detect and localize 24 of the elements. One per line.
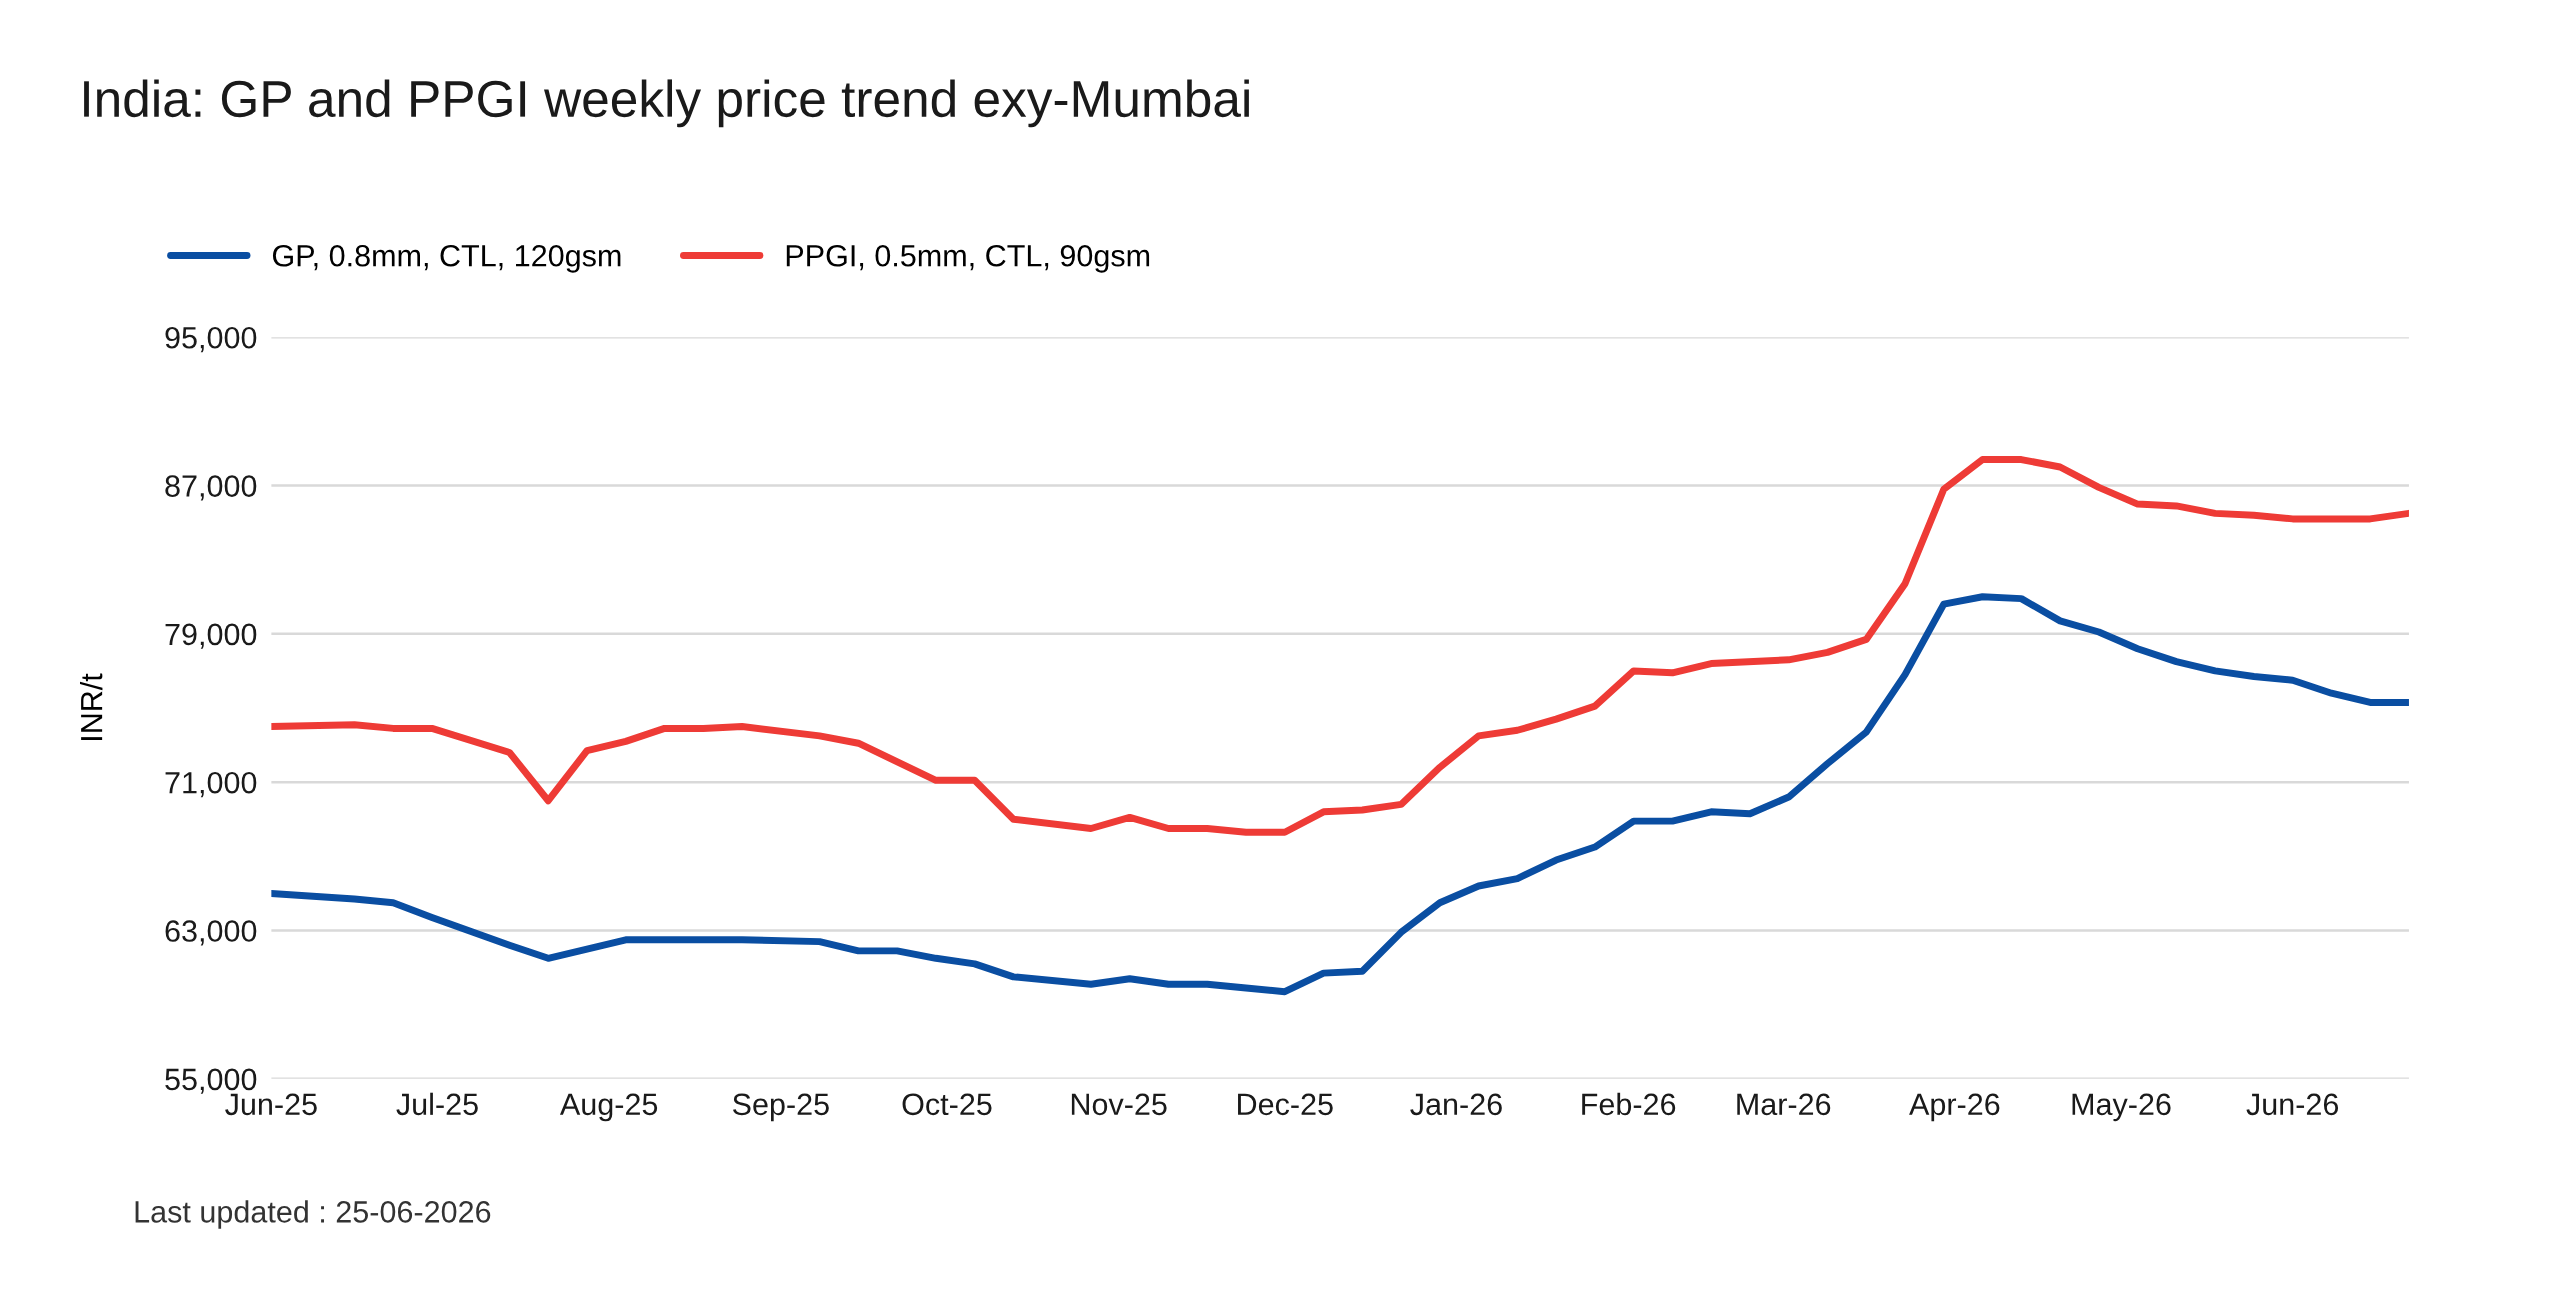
chart-title: India: GP and PPGI weekly price trend exy-Mumbai bbox=[84, 79, 1249, 128]
x-tick-label: Jun-26 bbox=[2246, 1093, 2339, 1116]
y-tick-label: 79,000 bbox=[165, 623, 257, 649]
x-tick-label: Mar-26 bbox=[1737, 1093, 1831, 1116]
y-tick-label: 87,000 bbox=[165, 475, 257, 501]
y-axis-title: INR/t bbox=[79, 673, 103, 740]
y-tick-label: 63,000 bbox=[165, 920, 257, 946]
x-tick-label: Apr-26 bbox=[1909, 1093, 2000, 1122]
x-tick-label: Jan-26 bbox=[1410, 1093, 1502, 1116]
y-tick-label: 95,000 bbox=[165, 326, 257, 353]
x-tick-label: Nov-25 bbox=[1071, 1093, 1167, 1116]
legend-label: GP, 0.8mm, CTL, 120gsm bbox=[272, 244, 621, 273]
x-tick-label: Jul-25 bbox=[396, 1092, 478, 1116]
x-tick-label: Feb-26 bbox=[1582, 1092, 1676, 1116]
x-tick-label: Dec-25 bbox=[1238, 1093, 1333, 1116]
x-tick-label: May-26 bbox=[2072, 1093, 2171, 1122]
x-tick-label: Sep-25 bbox=[732, 1093, 829, 1122]
x-tick-label: Jun-25 bbox=[225, 1093, 317, 1116]
text: Last updated : 25-06-2026 bbox=[135, 1200, 491, 1229]
y-tick-label: 55,000 bbox=[165, 1068, 257, 1094]
y-tick-label: 71,000 bbox=[165, 771, 257, 798]
x-tick-label: Oct-25 bbox=[902, 1093, 992, 1116]
legend-label: PPGI, 0.5mm, CTL, 90gsm bbox=[786, 244, 1150, 273]
x-tick-label: Aug-25 bbox=[559, 1093, 658, 1122]
